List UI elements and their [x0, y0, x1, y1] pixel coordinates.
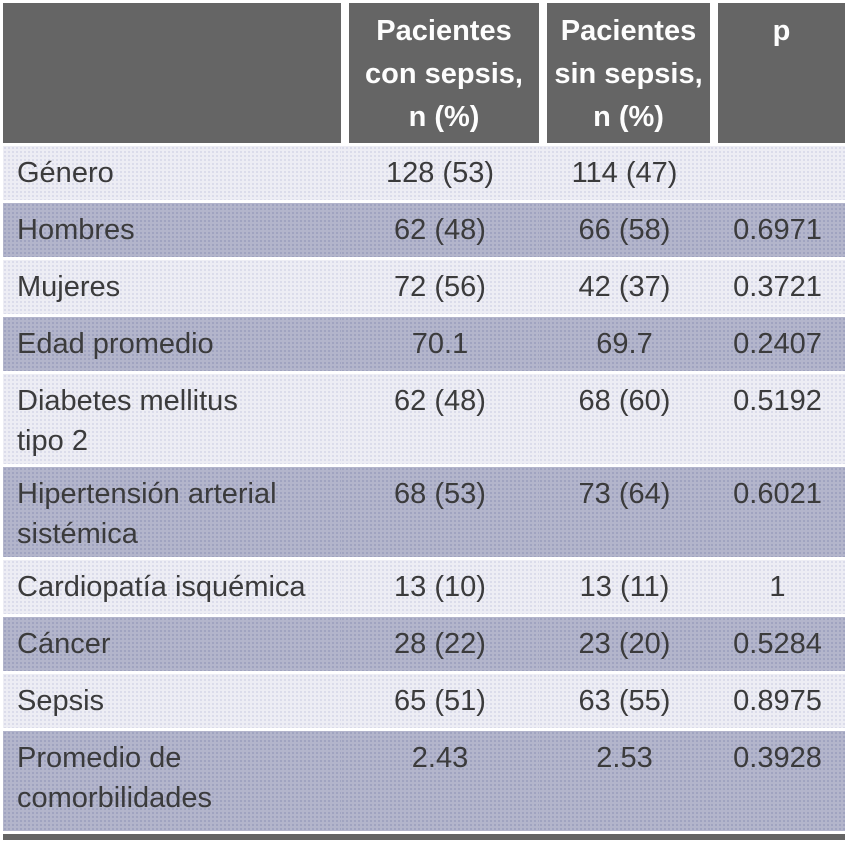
table-bottom-rule [3, 834, 845, 840]
cell-sin-sepsis: 63 (55) [539, 674, 710, 728]
header-p-value: p [710, 3, 845, 143]
row-label-line1: Mujeres [17, 271, 121, 303]
cell-p: 0.3721 [710, 260, 845, 314]
row-label-cell: Sepsis [3, 674, 341, 728]
cell-p: 0.5192 [710, 374, 845, 464]
table-row: Hombres 62 (48) 66 (58) 0.6971 [3, 203, 845, 257]
table-row: Sepsis 65 (51) 63 (55) 0.8975 [3, 674, 845, 728]
row-label-line1: Cáncer [17, 628, 111, 660]
row-label-cell: Diabetes mellitus tipo 2 [3, 374, 341, 464]
header-empty [3, 3, 341, 143]
table-row: Cardiopatía isquémica 13 (10) 13 (11) 1 [3, 560, 845, 614]
row-label-line2: sistémica [17, 518, 138, 550]
cell-sin-sepsis: 13 (11) [539, 560, 710, 614]
row-label-line1: Diabetes mellitus [17, 385, 238, 417]
table-row: Promedio de comorbilidades 2.43 2.53 0.3… [3, 731, 845, 831]
cell-p: 0.6021 [710, 467, 845, 557]
row-label-cell: Mujeres [3, 260, 341, 314]
cell-p: 0.8975 [710, 674, 845, 728]
sepsis-comparison-table: Pacientes con sepsis, n (%) Pacientes si… [3, 0, 845, 834]
row-label-cell: Hombres [3, 203, 341, 257]
cell-p: 0.6971 [710, 203, 845, 257]
cell-sin-sepsis: 66 (58) [539, 203, 710, 257]
cell-con-sepsis: 13 (10) [341, 560, 539, 614]
header-row: Pacientes con sepsis, n (%) Pacientes si… [3, 3, 845, 143]
row-label-line1: Sepsis [17, 685, 105, 717]
row-label-line1: Promedio de [17, 742, 182, 774]
table-row: Edad promedio 70.1 69.7 0.2407 [3, 317, 845, 371]
cell-con-sepsis: 28 (22) [341, 617, 539, 671]
cell-con-sepsis: 128 (53) [341, 146, 539, 200]
table-row: Mujeres 72 (56) 42 (37) 0.3721 [3, 260, 845, 314]
row-label-line1: Edad promedio [17, 328, 214, 360]
table-header: Pacientes con sepsis, n (%) Pacientes si… [3, 3, 845, 143]
row-label-line1: Cardiopatía isquémica [17, 571, 306, 603]
cell-con-sepsis: 62 (48) [341, 374, 539, 464]
row-label-cell: Promedio de comorbilidades [3, 731, 341, 831]
cell-con-sepsis: 72 (56) [341, 260, 539, 314]
table-body: Género 128 (53) 114 (47) Hombres 62 (48)… [3, 146, 845, 831]
cell-p: 0.3928 [710, 731, 845, 831]
cell-sin-sepsis: 73 (64) [539, 467, 710, 557]
cell-con-sepsis: 65 (51) [341, 674, 539, 728]
row-label-line1: Género [17, 157, 114, 189]
cell-sin-sepsis: 114 (47) [539, 146, 710, 200]
cell-con-sepsis: 2.43 [341, 731, 539, 831]
cell-p: 0.5284 [710, 617, 845, 671]
table-row: Diabetes mellitus tipo 2 62 (48) 68 (60)… [3, 374, 845, 464]
cell-sin-sepsis: 42 (37) [539, 260, 710, 314]
cell-con-sepsis: 70.1 [341, 317, 539, 371]
row-label-line1: Hombres [17, 214, 135, 246]
row-label-cell: Cáncer [3, 617, 341, 671]
row-label-cell: Hipertensión arterial sistémica [3, 467, 341, 557]
row-label-line1: Hipertensión arterial [17, 478, 277, 510]
row-label-cell: Cardiopatía isquémica [3, 560, 341, 614]
row-label-cell: Edad promedio [3, 317, 341, 371]
cell-con-sepsis: 68 (53) [341, 467, 539, 557]
table-row: Género 128 (53) 114 (47) [3, 146, 845, 200]
cell-sin-sepsis: 69.7 [539, 317, 710, 371]
row-label-cell: Género [3, 146, 341, 200]
cell-sin-sepsis: 68 (60) [539, 374, 710, 464]
table-row: Hipertensión arterial sistémica 68 (53) … [3, 467, 845, 557]
row-label-line2: comorbilidades [17, 782, 213, 814]
cell-sin-sepsis: 23 (20) [539, 617, 710, 671]
header-con-sepsis: Pacientes con sepsis, n (%) [341, 3, 539, 143]
row-label-line2: tipo 2 [17, 425, 88, 457]
cell-sin-sepsis: 2.53 [539, 731, 710, 831]
cell-con-sepsis: 62 (48) [341, 203, 539, 257]
cell-p [710, 146, 845, 200]
header-sin-sepsis: Pacientes sin sepsis, n (%) [539, 3, 710, 143]
cell-p: 1 [710, 560, 845, 614]
cell-p: 0.2407 [710, 317, 845, 371]
table-row: Cáncer 28 (22) 23 (20) 0.5284 [3, 617, 845, 671]
